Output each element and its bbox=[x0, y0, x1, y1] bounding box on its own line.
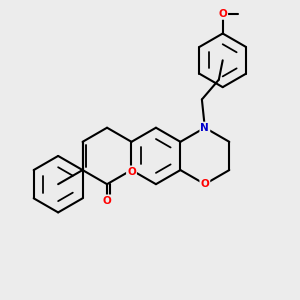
Text: O: O bbox=[218, 9, 227, 19]
Text: O: O bbox=[200, 179, 209, 189]
Text: N: N bbox=[200, 123, 209, 133]
Text: O: O bbox=[103, 196, 111, 206]
Text: O: O bbox=[127, 167, 136, 176]
